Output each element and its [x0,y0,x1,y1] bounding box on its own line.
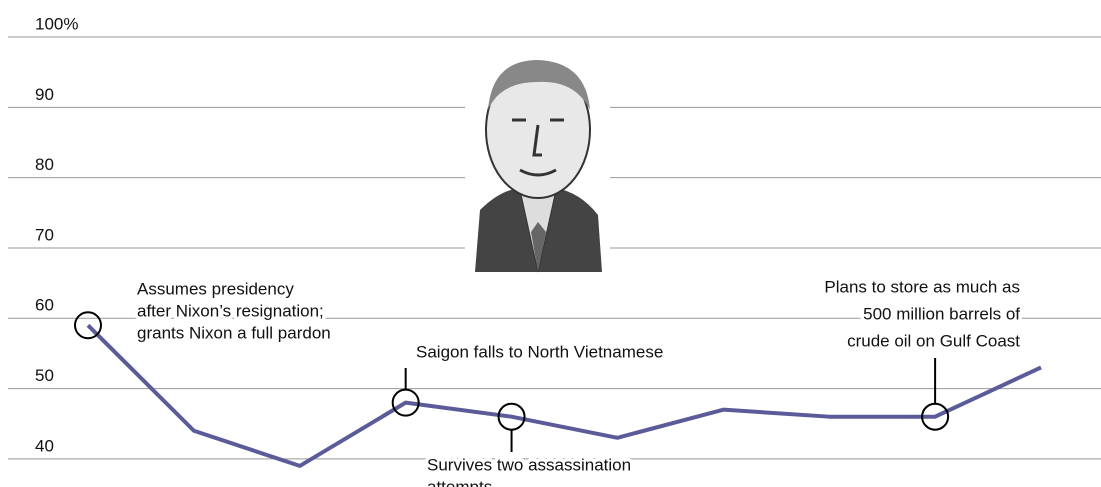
data-line [86,323,1042,468]
annotation-marker [391,388,420,417]
annotation-text: Plans to store as much as [824,277,1020,296]
y-tick-label: 70 [35,225,54,244]
annotation-text: attempts [427,477,492,487]
y-tick-label: 60 [35,296,54,315]
annotation-text: Survives two assassination [427,455,631,474]
portrait-tie [531,222,546,272]
y-tick-label: 50 [35,366,54,385]
annotation-text: Assumes presidency [137,279,294,298]
annotation-marker [74,311,102,340]
annotation-marker [497,402,526,431]
annotation-marker [921,402,950,431]
y-tick-label: 90 [35,85,54,104]
portrait-features [512,118,564,177]
annotation-text: after Nixon’s resignation; [137,301,324,320]
y-tick-label: 40 [35,436,54,455]
annotation-text: Saigon falls to North Vietnamese [416,342,663,361]
annotation-text: crude oil on Gulf Coast [847,331,1020,350]
portrait [465,55,610,275]
plot: 40 50 60 70 80 90 100% Assumes presidency after … [32,11,1042,487]
y-tick-label: 100% [35,14,78,33]
annotation-text: grants Nixon a full pardon [137,323,331,342]
portrait-hair [488,60,590,110]
annotation-text: 500 million barrels of [863,304,1020,323]
y-tick-label: 80 [35,155,54,174]
